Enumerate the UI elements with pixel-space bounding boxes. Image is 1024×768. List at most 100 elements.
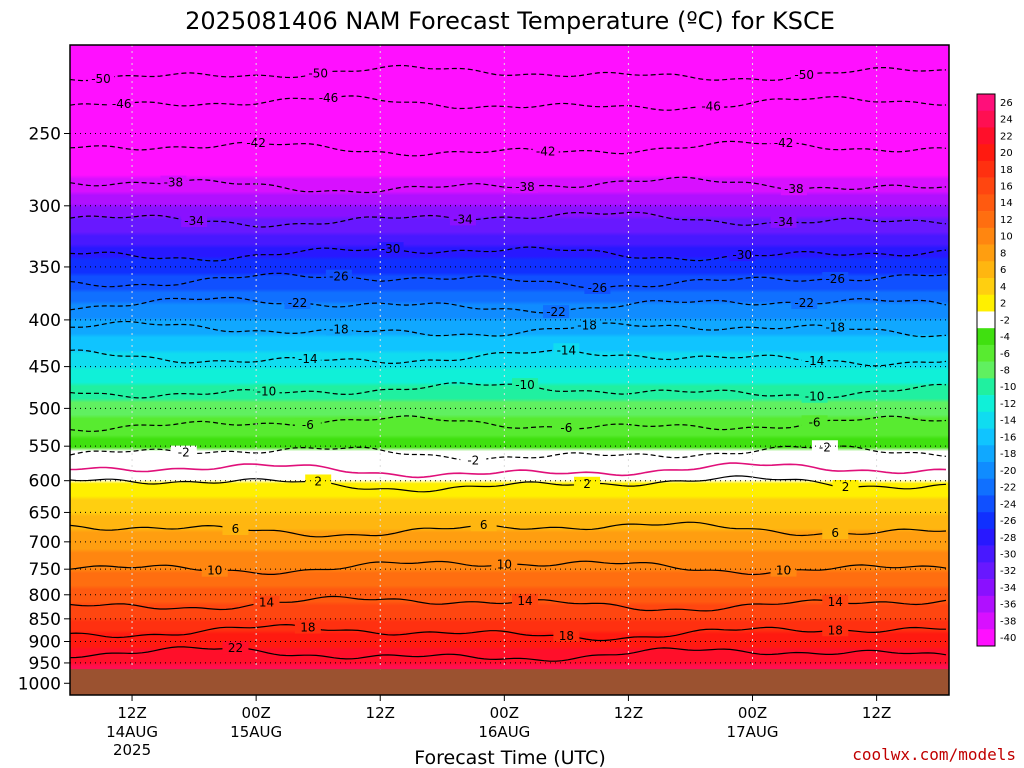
y-tick-label: 900 bbox=[29, 632, 61, 652]
isotherm-line bbox=[70, 646, 947, 662]
temperature-field bbox=[70, 45, 949, 695]
isotherm-label: -26 bbox=[825, 272, 845, 286]
colorbar-label: -22 bbox=[1000, 483, 1016, 494]
isotherm-label-bg bbox=[181, 214, 208, 228]
colorbar-cell bbox=[977, 411, 995, 429]
y-tick-label: 400 bbox=[29, 311, 61, 331]
isotherm-label-bg bbox=[822, 623, 849, 637]
credit-text: coolwx.com/models bbox=[852, 745, 1016, 764]
isotherm-label-bg bbox=[770, 135, 797, 149]
colorbar-cell bbox=[977, 261, 995, 279]
x-tick-day: 15AUG bbox=[230, 723, 282, 741]
isotherm-label: 6 bbox=[232, 522, 240, 536]
chart-title: 2025081406 NAM Forecast Temperature (ºC)… bbox=[185, 7, 835, 35]
isotherm-label-bg bbox=[160, 175, 187, 189]
isotherm-label: -2 bbox=[178, 446, 190, 460]
y-tick-label: 550 bbox=[29, 437, 61, 457]
colorbar-cell bbox=[977, 361, 995, 379]
isotherm-line bbox=[70, 211, 947, 228]
colorbar-cell bbox=[977, 428, 995, 446]
colorbar-cell bbox=[977, 211, 995, 229]
y-tick-label: 350 bbox=[29, 258, 61, 278]
isotherm-label: -34 bbox=[774, 215, 794, 229]
isotherm-label: 6 bbox=[831, 526, 839, 540]
colorbar: 26 24 22 20 18 16 14 12 10 8 6 4 2 -2 -4 -6 -8 -10 -12 -14 -… bbox=[976, 93, 1016, 647]
isotherm-label-bg bbox=[698, 99, 725, 113]
x-tick-label: 12Z bbox=[366, 704, 395, 722]
colorbar-cell bbox=[977, 495, 995, 513]
colorbar-cell bbox=[977, 595, 995, 613]
isotherm-label: -10 bbox=[805, 390, 825, 404]
colorbar-cell bbox=[977, 110, 995, 128]
isotherm-label-bg bbox=[253, 595, 280, 609]
colorbar-cell bbox=[977, 445, 995, 463]
colorbar-label: 20 bbox=[1000, 148, 1013, 159]
isotherm-label-bg bbox=[574, 476, 601, 490]
isotherm-label-bg bbox=[449, 212, 476, 226]
isotherm-label: 2 bbox=[583, 477, 591, 491]
isotherm-label-bg bbox=[574, 318, 601, 332]
colorbar-label: -28 bbox=[1000, 533, 1016, 544]
x-tick-label: 00Z bbox=[738, 704, 767, 722]
colorbar-cell bbox=[977, 160, 995, 178]
isotherm-label-bg bbox=[108, 97, 135, 111]
isotherm-label: 18 bbox=[559, 629, 574, 643]
isotherm-line bbox=[70, 521, 947, 538]
isotherm-label-bg bbox=[811, 440, 838, 454]
colorbar-cell bbox=[977, 612, 995, 630]
isotherm-label-bg bbox=[770, 214, 797, 228]
colorbar-cell bbox=[977, 278, 995, 296]
x-tick-day: 17AUG bbox=[727, 723, 779, 741]
isotherm-line bbox=[70, 320, 947, 338]
isotherm-label: -38 bbox=[784, 182, 804, 196]
isotherm-label-bg bbox=[315, 91, 342, 105]
isotherm-label: -38 bbox=[515, 180, 535, 194]
isotherm-label-bg bbox=[294, 620, 321, 634]
colorbar-label: -26 bbox=[1000, 516, 1016, 527]
isotherm-label-bg bbox=[222, 641, 249, 655]
colorbar-label: -32 bbox=[1000, 566, 1016, 577]
isotherm-label-bg bbox=[512, 378, 539, 392]
isotherm-label: -50 bbox=[308, 66, 328, 80]
y-tick-label: 600 bbox=[29, 472, 61, 492]
isotherm-label: -26 bbox=[588, 281, 608, 295]
isotherm-line bbox=[70, 382, 947, 399]
colorbar-label: -14 bbox=[1000, 416, 1016, 427]
isotherm-label: -22 bbox=[288, 296, 308, 310]
isotherm-label: -26 bbox=[329, 270, 349, 284]
isotherm-label-bg bbox=[822, 526, 849, 540]
colorbar-cell bbox=[977, 177, 995, 195]
colorbar-label: 22 bbox=[1000, 131, 1013, 142]
colorbar-label: 26 bbox=[1000, 98, 1013, 109]
isotherm-label-bg bbox=[201, 563, 228, 577]
isotherm-label-bg bbox=[553, 421, 580, 435]
colorbar-label: -16 bbox=[1000, 432, 1016, 443]
colorbar-label: 8 bbox=[1000, 248, 1006, 259]
isotherm-label: -10 bbox=[257, 385, 277, 399]
isotherm-label-bg bbox=[822, 272, 849, 286]
y-tick-label: 850 bbox=[29, 610, 61, 630]
colorbar-label: 14 bbox=[1000, 198, 1013, 209]
y-axis: 2503003504004505005506006507007508008509… bbox=[18, 124, 70, 694]
plot-frame bbox=[69, 44, 950, 696]
colorbar-cell bbox=[977, 528, 995, 546]
isotherm-label: -30 bbox=[381, 242, 401, 256]
isotherm-label-bg bbox=[801, 353, 828, 367]
colorbar-cell bbox=[977, 378, 995, 396]
isotherm-label-bg bbox=[822, 594, 849, 608]
colorbar-cell bbox=[977, 579, 995, 597]
isotherm-label: -18 bbox=[329, 322, 349, 336]
isotherm-line bbox=[70, 415, 947, 432]
x-tick-label: 12Z bbox=[614, 704, 643, 722]
y-tick-label: 700 bbox=[29, 533, 61, 553]
isotherm-line bbox=[70, 475, 947, 493]
colorbar-cell bbox=[977, 562, 995, 580]
plot-area: -50 -50 -50-46 -46-46-42-42-42-38 -38 -38-34-… bbox=[70, 45, 949, 695]
colorbar-label: 18 bbox=[1000, 165, 1013, 176]
colorbar-cell bbox=[977, 629, 995, 647]
isotherm-label: 14 bbox=[828, 595, 843, 609]
colorbar-cell bbox=[977, 512, 995, 530]
x-tick-label: 00Z bbox=[241, 704, 270, 722]
